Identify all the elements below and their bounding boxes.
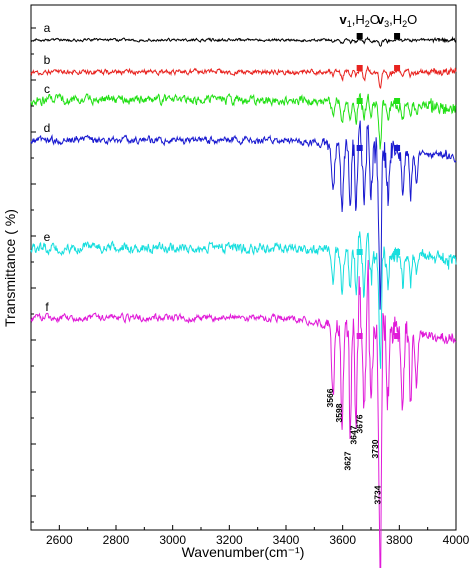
series-d-band-marker-1 (356, 145, 363, 151)
peak-label-3566: 3566 (325, 388, 335, 407)
peak-label-3734: 3734 (373, 485, 383, 504)
series-b-line (30, 65, 457, 89)
series-a-line (30, 35, 457, 47)
series-c-band-marker-2 (394, 98, 401, 104)
band-annotation-sub: 3 (384, 19, 389, 29)
series-f-line (30, 259, 457, 568)
series-c-band-marker-1 (356, 98, 363, 104)
y-axis-title: Transmittance ( %) (2, 209, 18, 327)
x-tick-label: 3400 (273, 533, 300, 547)
band-annotation-mid: ,H (389, 12, 402, 27)
peak-label-3676: 3676 (355, 414, 365, 433)
series-b-band-marker-2 (394, 65, 401, 71)
band-annotation-mid: ,H (352, 12, 365, 27)
peak-label-3647: 3647 (349, 425, 359, 444)
series-e-label: e (44, 230, 51, 244)
band-annotation-sub2: 2 (365, 19, 370, 29)
x-axis-title-main: Wavenumber(cm⁻¹) (182, 544, 305, 560)
series-f-label: f (45, 300, 49, 314)
band-annotation-end: O (407, 12, 417, 27)
series-d-band-marker-2 (394, 145, 401, 151)
series-a-band-marker-2 (394, 33, 401, 39)
series-b-label: b (44, 53, 51, 67)
x-tick-label: 4000 (443, 533, 470, 547)
peak-label-3730: 3730 (370, 439, 380, 458)
x-tick-label: 3200 (216, 533, 243, 547)
series-a-label: a (44, 21, 51, 35)
series-a-band-marker-1 (356, 33, 363, 39)
series-e-band-marker-2 (394, 249, 401, 255)
series-e-band-marker-1 (356, 249, 363, 255)
peak-label-3598: 3598 (334, 403, 344, 422)
x-axis-title: Wavenumber(cm⁻¹) (182, 544, 305, 560)
series-c-label: c (44, 82, 50, 96)
band-annotation-end: O (370, 12, 380, 27)
peak-label-3627: 3627 (342, 451, 352, 470)
series-d-line (30, 120, 457, 310)
band-annotation-symbol: v (339, 12, 347, 27)
series-d-label: d (44, 121, 51, 135)
band-annotation-symbol: v (377, 12, 385, 27)
x-tick-label: 2600 (46, 533, 73, 547)
x-tick-label: 3000 (159, 533, 186, 547)
plot-frame (30, 4, 457, 531)
series-b-band-marker-1 (356, 65, 363, 71)
series-f-band-marker-1 (356, 333, 363, 339)
series-e-line (30, 231, 457, 369)
band-annotation-sub: 1 (347, 19, 352, 29)
x-tick-label: 3600 (329, 533, 356, 547)
series-c-line (30, 92, 457, 150)
band-annotation-sub2: 2 (402, 19, 407, 29)
x-tick-label: 3800 (386, 533, 413, 547)
band-annotation-2: v3,H2O (377, 12, 417, 29)
band-annotation-1: v1,H2O (339, 12, 379, 29)
series-f-band-marker-2 (394, 333, 401, 339)
x-tick-label: 2800 (103, 533, 130, 547)
